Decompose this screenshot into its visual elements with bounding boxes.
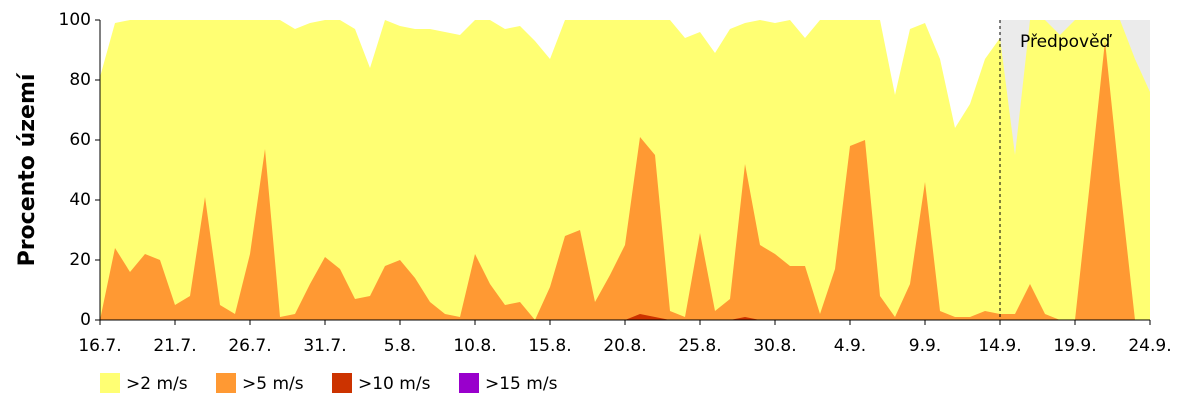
y-tick-label: 0 bbox=[80, 310, 91, 330]
area bbox=[100, 20, 1150, 320]
x-tick-label: 15.8. bbox=[528, 336, 571, 356]
x-tick-label: 19.9. bbox=[1053, 336, 1096, 356]
x-tick-label: 5.8. bbox=[384, 336, 416, 356]
legend-swatch bbox=[332, 373, 352, 393]
y-tick-label: 40 bbox=[69, 190, 91, 210]
x-tick-label: 25.8. bbox=[678, 336, 721, 356]
y-axis-label: Procento území bbox=[15, 72, 40, 266]
x-tick-label: 21.7. bbox=[153, 336, 196, 356]
x-tick-label: 30.8. bbox=[753, 336, 796, 356]
x-tick-label: 20.8. bbox=[603, 336, 646, 356]
y-tick-label: 60 bbox=[69, 130, 91, 150]
y-tick-label: 20 bbox=[69, 250, 91, 270]
x-tick-label: 14.9. bbox=[978, 336, 1021, 356]
annotation: Předpověď bbox=[1020, 32, 1113, 52]
legend-swatch bbox=[216, 373, 236, 393]
y-tick-label: 100 bbox=[59, 10, 91, 30]
legend-swatch bbox=[100, 373, 120, 393]
x-tick-label: 24.9. bbox=[1128, 336, 1171, 356]
area bbox=[100, 41, 1150, 320]
x-tick-label: 31.7. bbox=[303, 336, 346, 356]
legend-label: >10 m/s bbox=[358, 374, 431, 394]
x-tick-label: 4.9. bbox=[834, 336, 866, 356]
x-tick-label: 10.8. bbox=[453, 336, 496, 356]
x-tick-label: 26.7. bbox=[228, 336, 271, 356]
x-tick-label: 16.7. bbox=[78, 336, 121, 356]
legend-label: >5 m/s bbox=[242, 374, 304, 394]
y-tick-label: 80 bbox=[69, 70, 91, 90]
x-tick-label: 9.9. bbox=[909, 336, 941, 356]
legend-label: >2 m/s bbox=[126, 374, 188, 394]
legend-swatch bbox=[459, 373, 479, 393]
legend-label: >15 m/s bbox=[485, 374, 558, 394]
